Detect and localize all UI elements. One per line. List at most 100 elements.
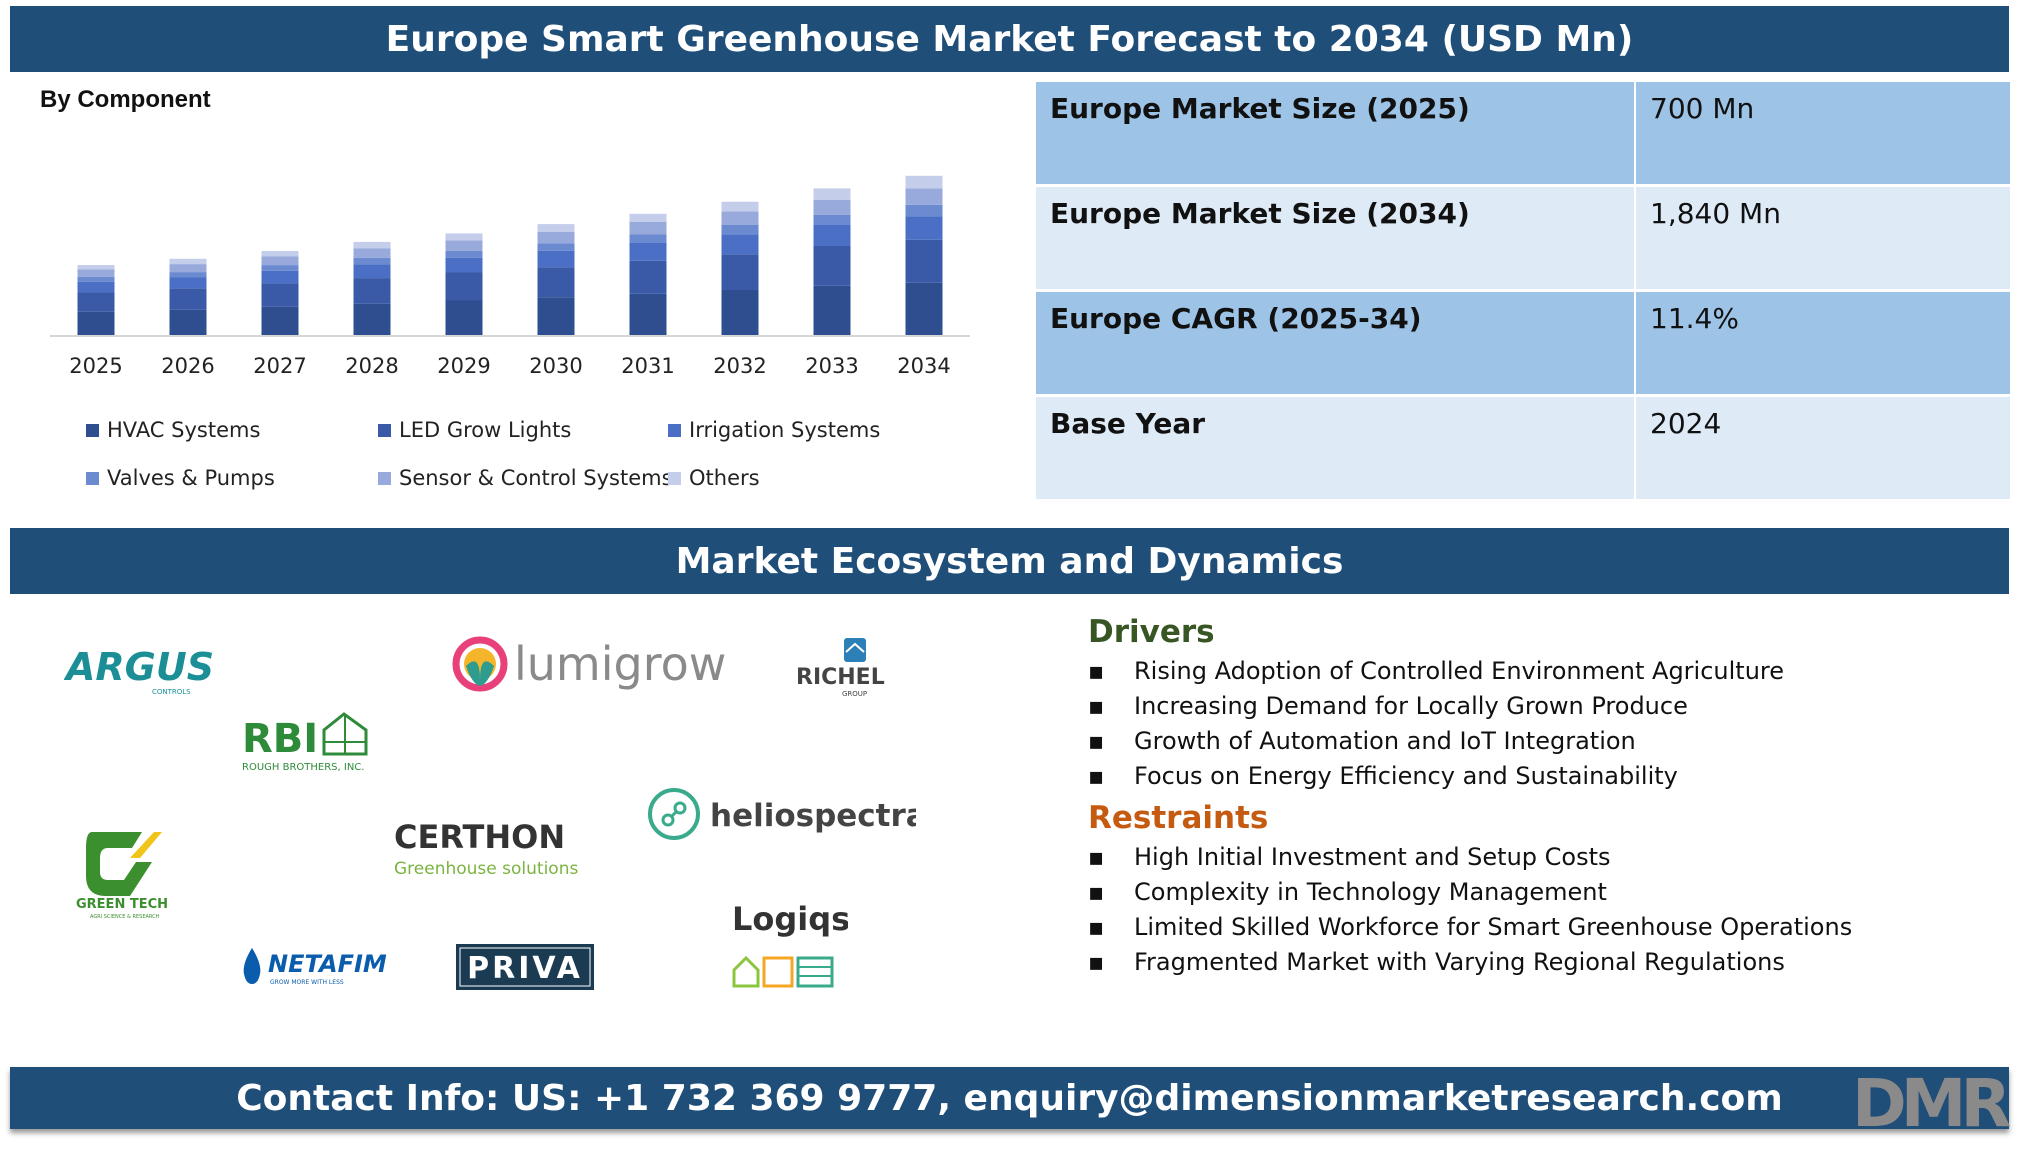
bar-segment-2027-4 bbox=[261, 256, 299, 266]
bar-segment-2026-5 bbox=[169, 258, 207, 265]
bar-segment-2030-0 bbox=[537, 297, 575, 335]
table-row: Europe Market Size (2034) 1,840 Mn bbox=[1036, 187, 2010, 289]
x-tick-label: 2027 bbox=[253, 354, 306, 378]
row-value: 700 Mn bbox=[1636, 82, 2010, 184]
page-title: Europe Smart Greenhouse Market Forecast … bbox=[385, 18, 1634, 60]
bar-segment-2027-5 bbox=[261, 251, 299, 257]
legend-item-irrigation: Irrigation Systems bbox=[668, 418, 880, 442]
rbi-greenhouse-icon bbox=[322, 712, 368, 756]
bar-segment-2028-0 bbox=[353, 303, 391, 335]
bar-segment-2034-1 bbox=[905, 239, 943, 283]
x-tick-label: 2026 bbox=[161, 354, 214, 378]
bar-segment-2031-3 bbox=[629, 234, 667, 243]
row-label: Europe Market Size (2025) bbox=[1036, 82, 1634, 184]
list-item: Increasing Demand for Locally Grown Prod… bbox=[1088, 689, 2008, 724]
bar-segment-2032-5 bbox=[721, 201, 759, 212]
lumigrow-ring-icon bbox=[452, 636, 508, 692]
restraints-heading: Restraints bbox=[1088, 800, 1269, 836]
row-label: Europe Market Size (2034) bbox=[1036, 187, 1634, 289]
bar-segment-2034-5 bbox=[905, 175, 943, 189]
contact-info: Contact Info: US: +1 732 369 9777, enqui… bbox=[236, 1077, 1783, 1119]
legend-swatch bbox=[378, 423, 391, 437]
bar-segment-2031-0 bbox=[629, 293, 667, 335]
priva-logo-text: PRIVA bbox=[467, 951, 583, 986]
bar-segment-2031-5 bbox=[629, 213, 667, 222]
priva-logo: PRIVA bbox=[456, 944, 594, 990]
x-tick-label: 2033 bbox=[805, 354, 858, 378]
bar-segment-2033-1 bbox=[813, 246, 851, 286]
heliospectra-logo-text: heliospectra bbox=[710, 798, 916, 834]
drivers-heading: Drivers bbox=[1088, 614, 1215, 650]
certhon-logo: CERTHON Greenhouse solutions bbox=[394, 818, 578, 879]
greentech-g-icon bbox=[86, 832, 152, 896]
bar-segment-2027-0 bbox=[261, 306, 299, 335]
bar-segment-2026-1 bbox=[169, 288, 207, 310]
lumigrow-logo-text: lumigrow bbox=[514, 637, 726, 691]
logiqs-box-icon bbox=[762, 956, 794, 988]
bar-segment-2029-3 bbox=[445, 250, 483, 258]
bar-segment-2032-2 bbox=[721, 234, 759, 255]
bar-segment-2032-3 bbox=[721, 225, 759, 235]
bar-segment-2032-4 bbox=[721, 211, 759, 225]
bar-segment-2028-5 bbox=[353, 241, 391, 249]
netafim-drop-icon bbox=[243, 948, 261, 984]
bar-segment-2033-3 bbox=[813, 214, 851, 225]
row-value: 2024 bbox=[1636, 397, 2010, 499]
bar-segment-2026-0 bbox=[169, 309, 207, 335]
bar-segment-2030-3 bbox=[537, 243, 575, 251]
row-value: 11.4% bbox=[1636, 292, 2010, 394]
legend-label: Irrigation Systems bbox=[689, 418, 881, 442]
legend-swatch bbox=[86, 471, 99, 485]
bar-segment-2031-1 bbox=[629, 260, 667, 294]
table-row: Europe CAGR (2025-34) 11.4% bbox=[1036, 292, 2010, 394]
bar-segment-2025-1 bbox=[77, 292, 115, 312]
list-item: Fragmented Market with Varying Regional … bbox=[1088, 945, 2008, 980]
legend-item-led: LED Grow Lights bbox=[378, 418, 571, 442]
richel-logo: RICHEL GROUP bbox=[796, 638, 885, 698]
logiqs-grid-icon bbox=[796, 956, 834, 988]
bar-segment-2033-5 bbox=[813, 188, 851, 200]
bar-segment-2025-4 bbox=[77, 269, 115, 277]
x-tick-label: 2031 bbox=[621, 354, 674, 378]
bar-segment-2030-2 bbox=[537, 250, 575, 268]
bar-segment-2033-4 bbox=[813, 199, 851, 215]
bar-segment-2027-1 bbox=[261, 283, 299, 307]
bar-segment-2033-0 bbox=[813, 285, 851, 335]
bar-segment-2027-3 bbox=[261, 265, 299, 271]
row-label: Europe CAGR (2025-34) bbox=[1036, 292, 1634, 394]
legend-label: HVAC Systems bbox=[107, 418, 261, 442]
x-tick-label: 2028 bbox=[345, 354, 398, 378]
bar-segment-2028-3 bbox=[353, 257, 391, 265]
argus-logo-sub: CONTROLS bbox=[152, 688, 191, 696]
section-title: Market Ecosystem and Dynamics bbox=[675, 540, 1344, 582]
bar-segment-2029-2 bbox=[445, 257, 483, 273]
bar-segment-2030-5 bbox=[537, 224, 575, 232]
lumigrow-leaf-icon bbox=[466, 661, 494, 686]
drivers-list: Rising Adoption of Controlled Environmen… bbox=[1088, 654, 2008, 794]
bar-segment-2034-2 bbox=[905, 216, 943, 240]
dmr-logo-text: DMR bbox=[1852, 1070, 2010, 1132]
bar-segment-2034-0 bbox=[905, 282, 943, 335]
netafim-logo-text: NETAFIM bbox=[268, 950, 387, 978]
bar-segment-2025-0 bbox=[77, 311, 115, 335]
richel-house-icon bbox=[844, 638, 866, 662]
bar-segment-2031-4 bbox=[629, 222, 667, 235]
x-tick-label: 2029 bbox=[437, 354, 490, 378]
logiqs-house-icon bbox=[732, 955, 760, 988]
bar-segment-2028-1 bbox=[353, 278, 391, 304]
list-item: Growth of Automation and IoT Integration bbox=[1088, 724, 2008, 759]
bar-segment-2026-2 bbox=[169, 277, 207, 289]
list-item: Limited Skilled Workforce for Smart Gree… bbox=[1088, 910, 2008, 945]
restraints-list: High Initial Investment and Setup Costs … bbox=[1088, 840, 2008, 980]
bar-segment-2029-1 bbox=[445, 272, 483, 301]
certhon-logo-text: CERTHON bbox=[394, 818, 565, 856]
legend-swatch bbox=[378, 471, 391, 485]
legend-label: Sensor & Control Systems bbox=[399, 466, 673, 490]
bar-segment-2025-2 bbox=[77, 281, 115, 293]
x-tick-label: 2025 bbox=[69, 354, 122, 378]
row-value: 1,840 Mn bbox=[1636, 187, 2010, 289]
stacked-bar-chart: 2025 2026 2027 2028 2029 2030 2031 2032 2033 2034 bbox=[50, 175, 970, 378]
netafim-logo: NETAFIM GROW MORE WITH LESS bbox=[243, 948, 387, 986]
bar-segment-2026-4 bbox=[169, 264, 207, 273]
lumigrow-logo: lumigrow bbox=[452, 636, 726, 692]
